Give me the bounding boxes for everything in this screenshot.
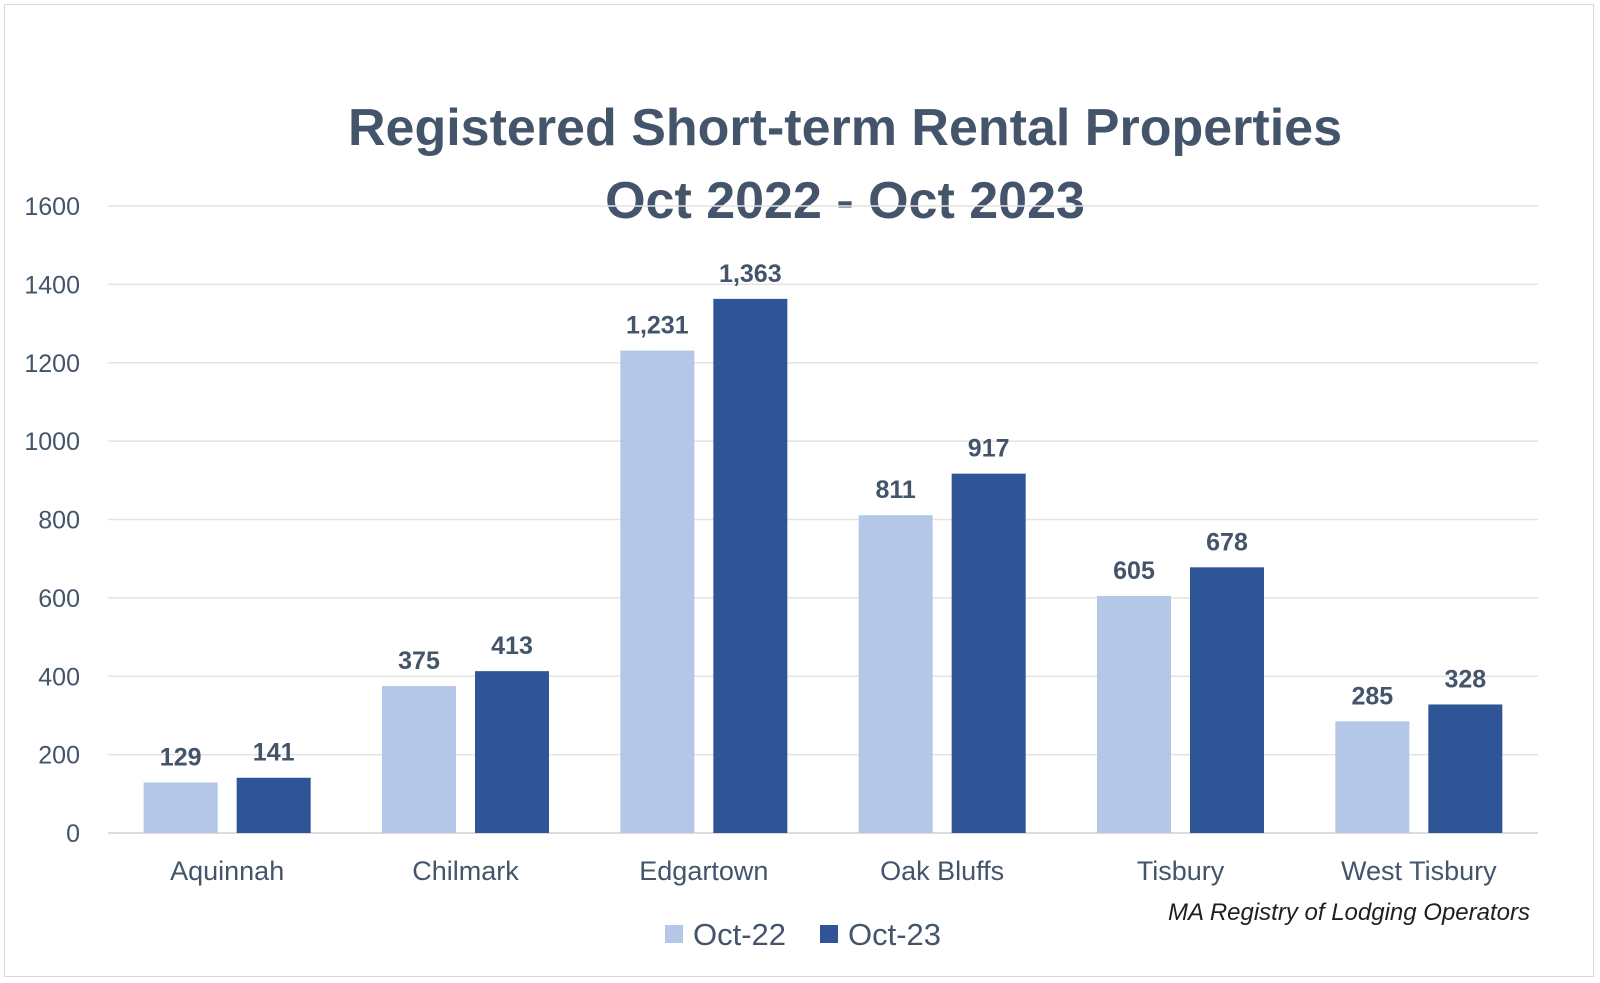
y-tick-label-600: 600	[38, 585, 80, 613]
legend: Oct-22 Oct-23	[665, 917, 941, 952]
bar-edgartown-oct-23	[713, 298, 788, 833]
data-label-aquinnah-oct-22: 129	[160, 743, 202, 771]
y-tick-label-0: 0	[66, 820, 80, 848]
gridlines	[108, 205, 1538, 834]
data-label-edgartown-oct-22: 1,231	[626, 312, 689, 340]
x-tick-label-west-tisbury: West Tisbury	[1341, 856, 1497, 886]
y-tick-label-800: 800	[38, 507, 80, 535]
bar-edgartown-oct-22	[620, 350, 695, 833]
bar-west-tisbury-oct-22	[1335, 721, 1410, 833]
y-tick-label-400: 400	[38, 663, 80, 691]
data-label-west-tisbury-oct-23: 328	[1444, 665, 1486, 693]
bar-oak-bluffs-oct-22	[858, 515, 933, 833]
y-tick-label-1000: 1000	[24, 428, 80, 456]
y-tick-label-1200: 1200	[24, 350, 80, 378]
y-tick-label-1600: 1600	[24, 193, 80, 221]
y-tick-label-1400: 1400	[24, 271, 80, 299]
bar-aquinnah-oct-22	[143, 782, 218, 833]
data-labels: 129 141 375 413 1,231 1,363 811 917 605 678 285 328	[160, 260, 1486, 772]
chart-title-line-2: Oct 2022 - Oct 2023	[605, 172, 1085, 230]
bars	[143, 298, 1503, 833]
bar-west-tisbury-oct-23	[1428, 704, 1503, 833]
x-tick-label-oak-bluffs: Oak Bluffs	[880, 856, 1004, 886]
data-label-oak-bluffs-oct-23: 917	[968, 435, 1010, 463]
bar-chilmark-oct-23	[475, 671, 549, 833]
bar-tisbury-oct-22	[1097, 595, 1171, 833]
bar-oak-bluffs-oct-23	[951, 473, 1026, 833]
data-label-oak-bluffs-oct-22: 811	[875, 476, 915, 504]
legend-swatch-oct-23	[820, 925, 838, 943]
y-axis-ticks: 0 200 400 600 800 1000 1200 1400 1600	[24, 193, 80, 848]
x-axis-ticks: Aquinnah Chilmark Edgartown Oak Bluffs Tisbu…	[170, 856, 1497, 886]
bar-chilmark-oct-22	[382, 686, 456, 833]
data-label-tisbury-oct-23: 678	[1206, 528, 1248, 556]
data-label-aquinnah-oct-23: 141	[253, 739, 295, 767]
x-tick-label-tisbury: Tisbury	[1137, 856, 1225, 886]
x-tick-label-aquinnah: Aquinnah	[170, 856, 284, 886]
data-label-chilmark-oct-23: 413	[491, 632, 533, 660]
x-tick-label-edgartown: Edgartown	[639, 856, 768, 886]
chart-title-line-1: Registered Short-term Rental Properties	[348, 99, 1342, 157]
legend-label-oct-22: Oct-22	[693, 917, 786, 952]
legend-swatch-oct-22	[665, 925, 683, 943]
bar-aquinnah-oct-23	[236, 777, 311, 833]
bar-tisbury-oct-23	[1190, 567, 1264, 833]
data-label-west-tisbury-oct-22: 285	[1351, 682, 1393, 710]
data-label-edgartown-oct-23: 1,363	[719, 260, 782, 288]
data-label-chilmark-oct-22: 375	[398, 647, 440, 675]
x-tick-label-chilmark: Chilmark	[412, 856, 519, 886]
data-label-tisbury-oct-22: 605	[1113, 557, 1155, 585]
source-note: MA Registry of Lodging Operators	[1168, 899, 1530, 926]
y-tick-label-200: 200	[38, 742, 80, 770]
legend-label-oct-23: Oct-23	[848, 917, 941, 952]
